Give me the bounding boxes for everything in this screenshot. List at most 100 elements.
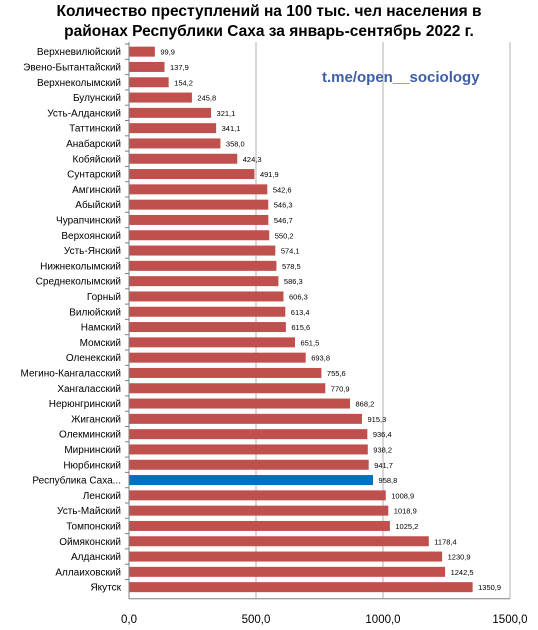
value-label: 1178,4 bbox=[434, 537, 456, 546]
chart-title: Количество преступлений на 100 тыс. чел … bbox=[0, 2, 538, 42]
bar bbox=[129, 536, 429, 547]
category-label: Кобяйский bbox=[73, 153, 121, 165]
value-label: 491,9 bbox=[260, 170, 279, 179]
value-label: 1018,9 bbox=[394, 507, 417, 516]
value-label: 586,3 bbox=[284, 277, 303, 286]
bar bbox=[129, 505, 389, 516]
category-label: Намский bbox=[81, 323, 121, 334]
value-label: 1025,2 bbox=[395, 522, 418, 531]
category-label: Мегино-Кангаласский bbox=[21, 368, 122, 379]
value-label: 574,1 bbox=[281, 247, 300, 256]
category-label: Амгинский bbox=[72, 185, 121, 196]
value-label: 941,7 bbox=[374, 461, 393, 470]
value-label: 578,5 bbox=[282, 262, 301, 271]
value-label: 938,2 bbox=[373, 445, 392, 454]
category-label: Олекминский bbox=[59, 430, 121, 441]
value-label: 1350,9 bbox=[478, 583, 501, 592]
x-tick-label: 500,0 bbox=[242, 614, 271, 626]
value-label: 358,0 bbox=[226, 139, 245, 148]
value-label: 936,4 bbox=[373, 430, 392, 439]
category-label: Верхневилюйский bbox=[37, 47, 121, 58]
bar-highlight bbox=[129, 475, 374, 486]
category-label: Среднеколымский bbox=[36, 277, 121, 288]
bar bbox=[129, 199, 269, 210]
category-label: Аллаиховский bbox=[55, 567, 121, 578]
value-label: 958,8 bbox=[379, 476, 398, 485]
category-label: Усть-Янский bbox=[64, 246, 121, 257]
bar bbox=[129, 322, 286, 333]
category-label: Нерюнгринский bbox=[49, 399, 121, 410]
x-tick-label: 1500,0 bbox=[492, 614, 527, 626]
value-label: 868,2 bbox=[356, 400, 375, 409]
bar bbox=[129, 92, 192, 103]
axis-layer: 0,0 500,0 1000,0 1500,0 bbox=[121, 42, 528, 626]
bar bbox=[129, 153, 238, 164]
value-label: 1008,9 bbox=[391, 491, 414, 500]
bar bbox=[129, 184, 268, 195]
category-label: Сунтарский bbox=[67, 170, 121, 181]
category-label: Хангаласский bbox=[57, 384, 121, 395]
value-label: 154,2 bbox=[174, 78, 193, 87]
category-label: Булунский bbox=[73, 93, 121, 104]
value-label: 1230,9 bbox=[448, 553, 471, 562]
bars-layer bbox=[129, 46, 473, 593]
bar bbox=[129, 520, 390, 531]
category-label: Чурапчинский bbox=[56, 215, 121, 226]
category-label: Таттинский bbox=[69, 124, 121, 135]
bar bbox=[129, 444, 368, 455]
category-label: Якутск bbox=[90, 583, 121, 594]
value-label: 755,6 bbox=[327, 369, 346, 378]
value-label: 99,9 bbox=[160, 48, 175, 57]
category-label: Томпонский bbox=[66, 521, 121, 532]
value-label: 542,6 bbox=[273, 185, 292, 194]
value-label: 651,5 bbox=[300, 338, 319, 347]
bar bbox=[129, 306, 286, 317]
category-label: Верхоянский bbox=[61, 231, 121, 242]
category-label: Республика Саха... bbox=[32, 475, 121, 487]
bar bbox=[129, 123, 217, 134]
category-label: Абыйский bbox=[75, 199, 121, 211]
x-tick-label: 0,0 bbox=[121, 614, 137, 626]
value-label: 770,9 bbox=[331, 384, 350, 393]
value-label: 693,8 bbox=[311, 354, 330, 363]
chart-title-line-1: Количество преступлений на 100 тыс. чел … bbox=[56, 3, 482, 20]
category-label: Мирнинский bbox=[64, 445, 121, 456]
value-label: 915,3 bbox=[367, 415, 386, 424]
value-label: 550,2 bbox=[275, 231, 294, 240]
bar bbox=[129, 291, 284, 302]
bar bbox=[129, 398, 351, 409]
value-label: 613,4 bbox=[291, 308, 310, 317]
category-label: Ленский bbox=[83, 491, 121, 502]
category-label: Горный bbox=[87, 292, 121, 303]
value-label: 615,6 bbox=[291, 323, 310, 332]
category-label: Верхнеколымский bbox=[37, 78, 121, 89]
bar bbox=[129, 214, 269, 225]
bar bbox=[129, 490, 386, 501]
bar bbox=[129, 169, 255, 180]
category-label: Анабарский bbox=[66, 138, 121, 150]
bar bbox=[129, 413, 362, 424]
bar bbox=[129, 245, 276, 256]
bar bbox=[129, 566, 446, 577]
value-label: 137,9 bbox=[170, 63, 189, 72]
value-label: 606,3 bbox=[289, 292, 308, 301]
value-label: 546,3 bbox=[274, 201, 293, 210]
bar bbox=[129, 582, 473, 593]
value-label: 1242,5 bbox=[451, 568, 474, 577]
category-label: Эвено-Бытантайский bbox=[23, 62, 121, 73]
bar bbox=[129, 230, 270, 241]
bar bbox=[129, 46, 155, 57]
bar bbox=[129, 260, 277, 271]
category-label: Момский bbox=[80, 338, 121, 349]
category-label: Нюрбинский bbox=[63, 459, 121, 471]
category-label: Усть-Алданский bbox=[47, 108, 121, 119]
bar bbox=[129, 429, 368, 440]
chart-title-line-2: районах Республики Саха за январь-сентяб… bbox=[64, 23, 474, 40]
bar bbox=[129, 138, 221, 149]
watermark-text: t.me/open__sociology bbox=[322, 69, 480, 86]
value-label: 245,8 bbox=[197, 94, 216, 103]
x-tick-label: 1000,0 bbox=[365, 614, 400, 626]
category-label: Алданский bbox=[71, 552, 121, 563]
category-label: Оленекский bbox=[66, 353, 121, 364]
bar bbox=[129, 383, 326, 394]
